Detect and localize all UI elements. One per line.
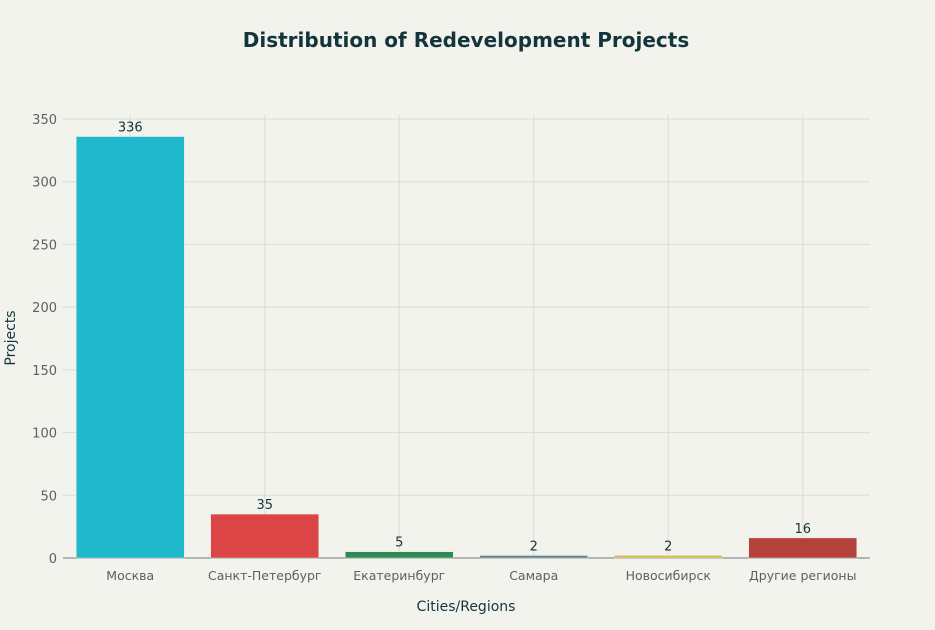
y-axis-title: Projects (3, 310, 19, 365)
bar (614, 555, 723, 559)
bar (76, 136, 185, 559)
x-tick-label: Самара (509, 568, 558, 583)
data-label: 2 (530, 539, 538, 554)
x-tick-label: Москва (106, 568, 154, 583)
chart-title: Distribution of Redevelopment Projects (243, 28, 689, 52)
y-tick-label: 150 (32, 364, 57, 379)
data-label: 2 (664, 539, 672, 554)
x-tick-label: Екатеринбург (353, 568, 445, 583)
y-tick-label: 50 (40, 489, 57, 504)
y-tick-label: 100 (32, 427, 57, 442)
data-label: 336 (118, 121, 143, 136)
data-label: 16 (794, 522, 811, 537)
data-label: 5 (395, 536, 403, 551)
bar (479, 555, 588, 559)
y-tick-label: 0 (49, 552, 57, 567)
y-tick-label: 300 (32, 176, 57, 191)
y-tick-label: 200 (32, 301, 57, 316)
bar (748, 537, 857, 559)
x-axis-title: Cities/Regions (417, 599, 516, 615)
x-tick-label: Другие регионы (749, 568, 856, 583)
data-label: 35 (256, 498, 273, 513)
bar (345, 551, 454, 559)
x-tick-label: Санкт-Петербург (208, 568, 322, 583)
y-tick-label: 250 (32, 238, 57, 253)
bar (210, 513, 319, 559)
x-tick-label: Новосибирск (626, 568, 712, 583)
y-tick-label: 350 (32, 113, 57, 128)
